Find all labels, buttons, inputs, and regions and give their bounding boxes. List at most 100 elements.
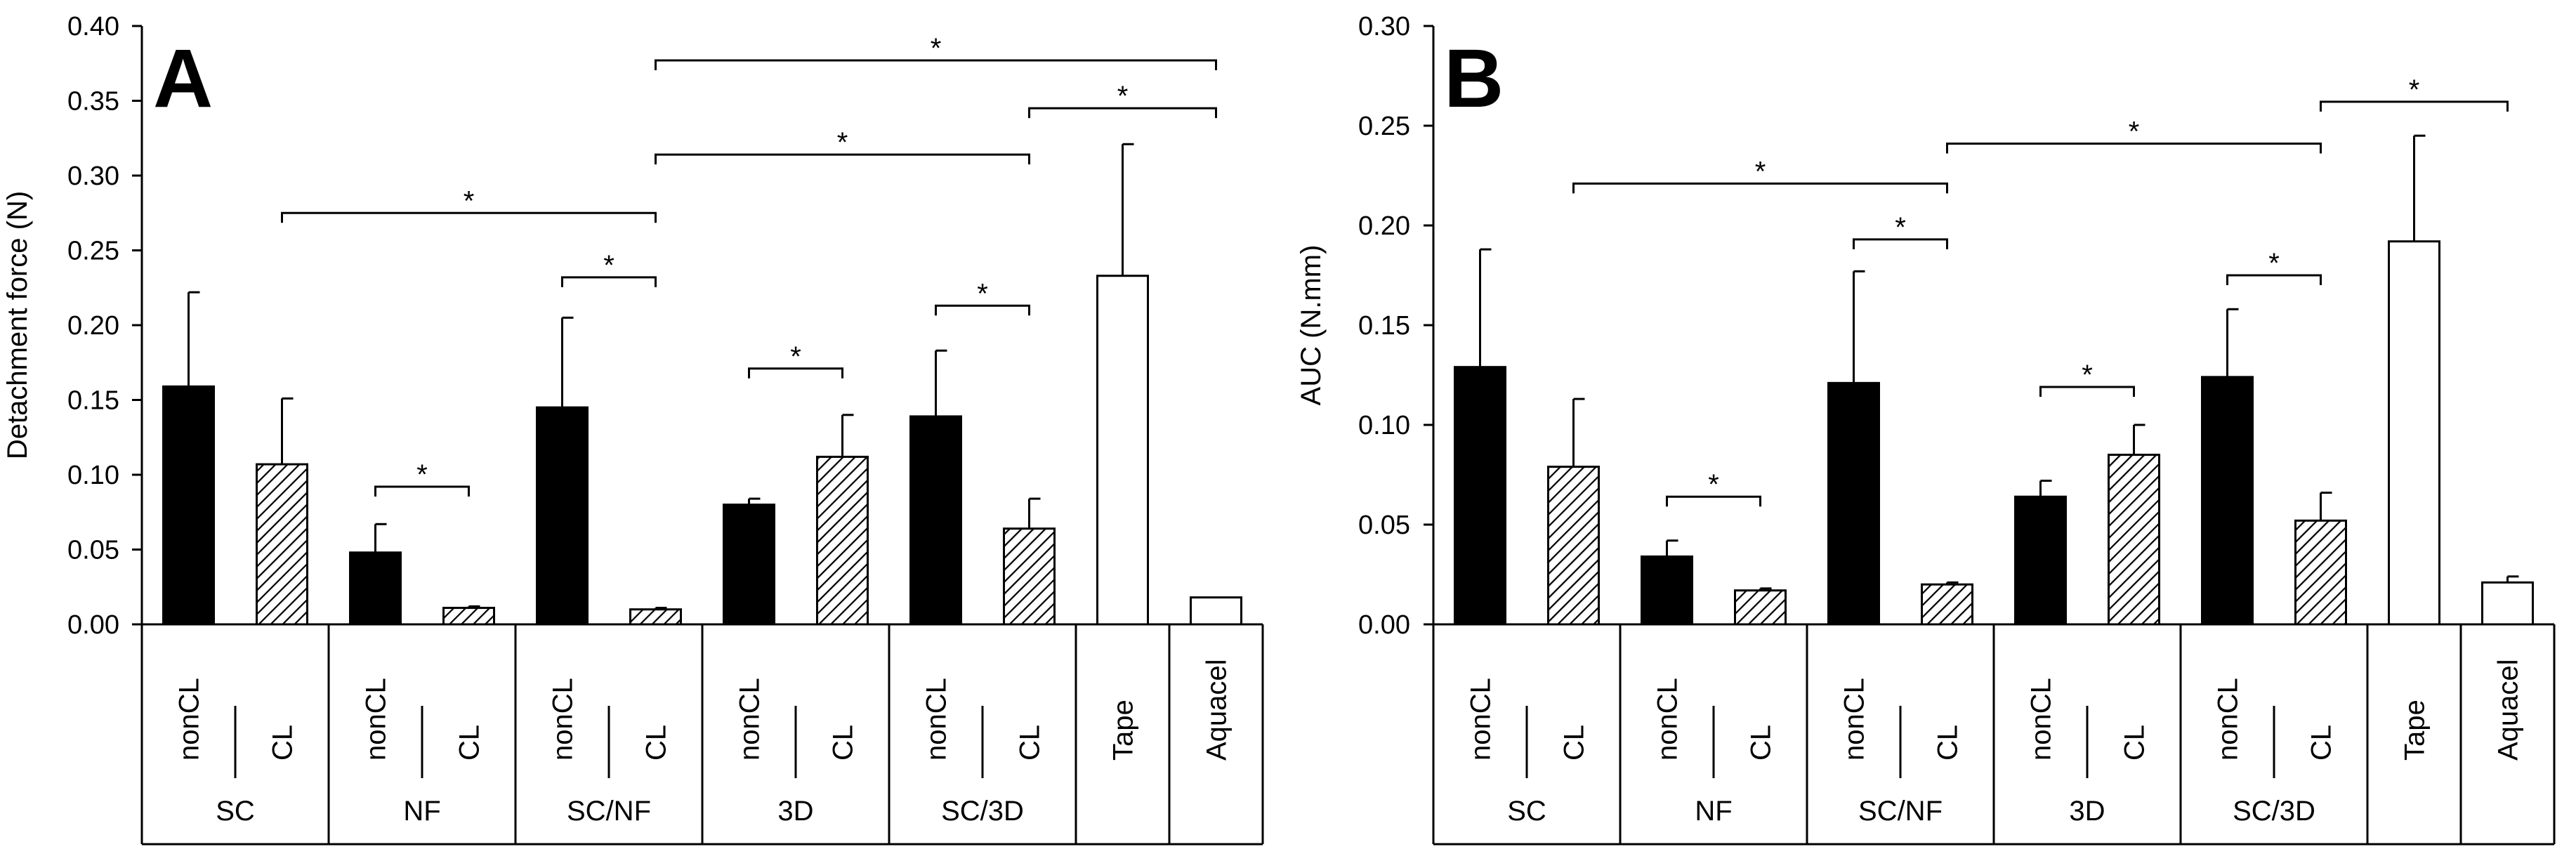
- significance-mark: *: [977, 278, 988, 309]
- bar-label: nonCL: [1839, 678, 1870, 761]
- significance-bracket: [1946, 143, 2322, 154]
- significance-mark: *: [1117, 81, 1129, 112]
- bar-tape: [2388, 240, 2440, 626]
- significance-bracket: [374, 485, 470, 497]
- bar-label: CL: [2120, 725, 2150, 761]
- y-tick-label: 0.15: [67, 386, 119, 416]
- bar-label: Aquacel: [1202, 659, 1233, 761]
- group-label: SC/3D: [941, 796, 1024, 827]
- bar-label: nonCL: [174, 678, 205, 761]
- y-tick-label: 0.05: [67, 536, 119, 565]
- bar-aquacel: [2481, 581, 2534, 626]
- y-tick-label: 0.10: [1358, 411, 1410, 440]
- bar-label: nonCL: [1652, 678, 1683, 761]
- bar-noncl: [349, 551, 402, 626]
- group-label: SC/NF: [1858, 796, 1943, 827]
- y-tick-label: 0.05: [1358, 511, 1410, 540]
- bar-label: CL: [2306, 725, 2337, 761]
- significance-mark: *: [837, 127, 848, 158]
- bar-label: nonCL: [361, 678, 392, 761]
- significance-bracket: [655, 153, 1030, 165]
- significance-mark: *: [464, 185, 475, 216]
- panel-letter: A: [153, 32, 213, 125]
- bar-label: nonCL: [735, 678, 765, 761]
- y-tick-label: 0.40: [67, 12, 119, 41]
- y-axis-title: Detachment force (N): [2, 191, 33, 459]
- group-label: 3D: [777, 796, 813, 827]
- bar-aquacel: [1190, 596, 1242, 626]
- group-label: 3D: [2069, 796, 2105, 827]
- bar-noncl: [536, 406, 589, 626]
- bar-noncl: [2201, 376, 2254, 626]
- bar-label: Aquacel: [2493, 659, 2524, 761]
- bar-label: nonCL: [2026, 678, 2057, 761]
- bar-noncl: [162, 385, 215, 626]
- y-tick-label: 0.35: [67, 87, 119, 117]
- y-tick-label: 0.00: [67, 610, 119, 640]
- bar-label: Tape: [1108, 699, 1139, 761]
- significance-bracket: [2039, 386, 2135, 398]
- group-label: NF: [403, 796, 440, 827]
- bar-label: CL: [1015, 725, 1046, 761]
- significance-bracket: [2226, 274, 2322, 285]
- significance-bracket: [561, 276, 657, 287]
- significance-bracket: [2320, 100, 2509, 112]
- y-axis-title: AUC (N.mm): [1296, 245, 1327, 406]
- bar-cl: [256, 463, 308, 626]
- bar-label: nonCL: [2213, 678, 2244, 761]
- bar-label: nonCL: [1466, 678, 1497, 761]
- significance-bracket: [1666, 495, 1761, 507]
- y-tick-label: 0.20: [67, 311, 119, 341]
- bar-noncl: [909, 415, 962, 626]
- group-label: NF: [1695, 796, 1732, 827]
- group-label: SC/3D: [2233, 796, 2315, 827]
- bar-noncl: [2014, 495, 2067, 626]
- bar-cl: [442, 607, 495, 626]
- y-tick-label: 0.30: [67, 162, 119, 191]
- bar-label: CL: [268, 725, 298, 761]
- significance-mark: *: [790, 341, 801, 372]
- bar-cl: [1921, 583, 1973, 626]
- significance-mark: *: [603, 250, 615, 281]
- significance-mark: *: [2082, 360, 2093, 390]
- bar-label: CL: [1746, 725, 1777, 761]
- significance-mark: *: [2268, 248, 2280, 279]
- y-tick-label: 0.30: [1358, 12, 1410, 41]
- group-label: SC: [1507, 796, 1546, 827]
- significance-mark: *: [1755, 156, 1766, 187]
- y-tick-label: 0.20: [1358, 211, 1410, 241]
- bar-noncl: [1641, 555, 1693, 626]
- bar-noncl: [1827, 381, 1880, 626]
- panel-b-chart: 0.00 0.05 0.10 0.15 0.20 0.25 0.30 AUC (N.mm) Bn…: [1296, 12, 2556, 846]
- y-tick-label: 0.25: [67, 237, 119, 266]
- y-tick-label: 0.15: [1358, 311, 1410, 341]
- significance-bracket: [655, 59, 1217, 70]
- bar-noncl: [723, 504, 775, 626]
- bar-cl: [816, 455, 869, 626]
- bar-label: CL: [454, 725, 485, 761]
- significance-bracket: [748, 367, 843, 379]
- bar-noncl: [1454, 366, 1506, 626]
- significance-mark: *: [1895, 212, 1906, 243]
- panel-letter: B: [1444, 32, 1504, 125]
- group-label: SC/NF: [567, 796, 651, 827]
- bar-label: CL: [641, 725, 672, 761]
- bar-label: CL: [1933, 725, 1964, 761]
- panel-a-chart: 0.00 0.05 0.10 0.15 0.20 0.25 0.30 0.35 0.40 Deta…: [2, 12, 1264, 846]
- significance-mark: *: [2129, 117, 2140, 147]
- significance-bracket: [1572, 182, 1948, 194]
- significance-bracket: [1853, 238, 1948, 249]
- bar-cl: [2294, 519, 2347, 626]
- y-tick-label: 0.00: [1358, 610, 1410, 640]
- bar-label: Tape: [2400, 699, 2431, 761]
- bar-cl: [629, 608, 682, 626]
- bar-cl: [2108, 454, 2160, 626]
- significance-mark: *: [416, 459, 428, 490]
- bar-cl: [1734, 589, 1787, 626]
- bar-label: CL: [828, 725, 859, 761]
- significance-bracket: [935, 304, 1030, 316]
- significance-mark: *: [931, 33, 942, 64]
- bar-cl: [1547, 466, 1600, 626]
- group-label: SC: [216, 796, 255, 827]
